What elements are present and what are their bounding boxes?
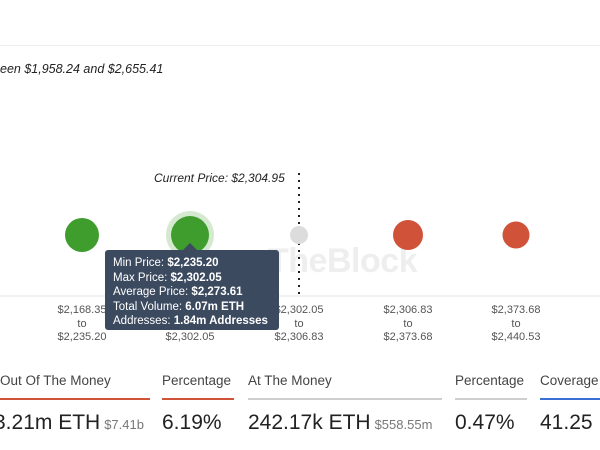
chart-subtitle: een $1,958.24 and $2,655.41 [0,62,164,76]
stat-rule [0,398,150,400]
tooltip-row-max: Max Price: $2,302.05 [113,271,222,284]
tick-from: $2,302.05 [274,304,324,316]
tick-to: $2,302.05 [165,331,215,343]
tick-from: $2,373.68 [491,304,541,316]
stat-value: 3.21m ETH [0,411,101,434]
tick-to: $2,373.68 [383,331,433,343]
tick-to: $2,306.83 [274,331,324,343]
current-price-label: Current Price: $2,304.95 [154,171,285,185]
stat-value: 41.25 [540,411,593,434]
stat-percentage-at: Percentage 0.47% [455,373,527,435]
bin-bubble-in-0[interactable] [65,218,99,252]
stat-percentage-out: Percentage 6.19% [162,373,234,435]
bin-bubble-out-4[interactable] [502,221,530,249]
bin-bubble-at-2[interactable] [290,226,308,244]
stat-subvalue: $558.55m [374,417,433,432]
bin-bubble-in-1[interactable] [171,216,209,254]
bin-tooltip: Min Price: $2,235.20 Max Price: $2,302.0… [105,243,279,330]
x-tick-label: $2,373.68 to $2,440.53 [471,304,561,345]
stat-value: 6.19% [162,411,222,434]
tooltip-row-min: Min Price: $2,235.20 [113,257,219,269]
tick-to: $2,235.20 [57,331,107,343]
stat-coverage: Coverage 41.25 [540,373,600,435]
top-divider [0,45,600,46]
stat-label: At The Money [248,373,332,388]
x-tick-label: $2,306.83 to $2,373.68 [363,304,453,345]
stat-rule [162,398,234,400]
watermark-text: TheBlock [268,242,418,280]
stat-subvalue: $7.41b [104,417,144,432]
tooltip-row-avg: Average Price: $2,273.61 [113,286,243,299]
stat-rule [455,398,527,400]
tick-from: $2,306.83 [383,304,433,316]
stat-label: Percentage [455,373,525,388]
stat-label: Coverage [540,373,599,388]
stat-label: Percentage [162,373,232,388]
tick-connector: to [403,317,413,330]
bin-bubble-out-3[interactable] [393,220,423,250]
stat-rule [248,398,442,400]
tick-connector: to [77,317,87,330]
tooltip-row-addresses: Addresses: 1.84m Addresses [113,315,268,328]
tick-connector: to [511,317,521,330]
x-tick-label: $2,302.05 to $2,306.83 [254,304,344,345]
tick-connector: to [294,317,304,330]
stat-at-the-money: At The Money 242.17k ETH $558.55m [248,373,442,435]
tick-from: $2,168.35 [57,304,107,316]
tick-to: $2,440.53 [491,331,541,343]
stat-out-of-money: Out Of The Money 3.21m ETH $7.41b [0,373,150,435]
stat-value: 242.17k ETH [248,411,371,434]
stat-value: 0.47% [455,411,515,434]
stat-label: Out Of The Money [0,373,111,388]
x-tick-label: $2,168.35 to $2,235.20 [37,304,127,345]
tooltip-row-volume: Total Volume: 6.07m ETH [113,300,245,313]
stat-rule [540,398,600,400]
